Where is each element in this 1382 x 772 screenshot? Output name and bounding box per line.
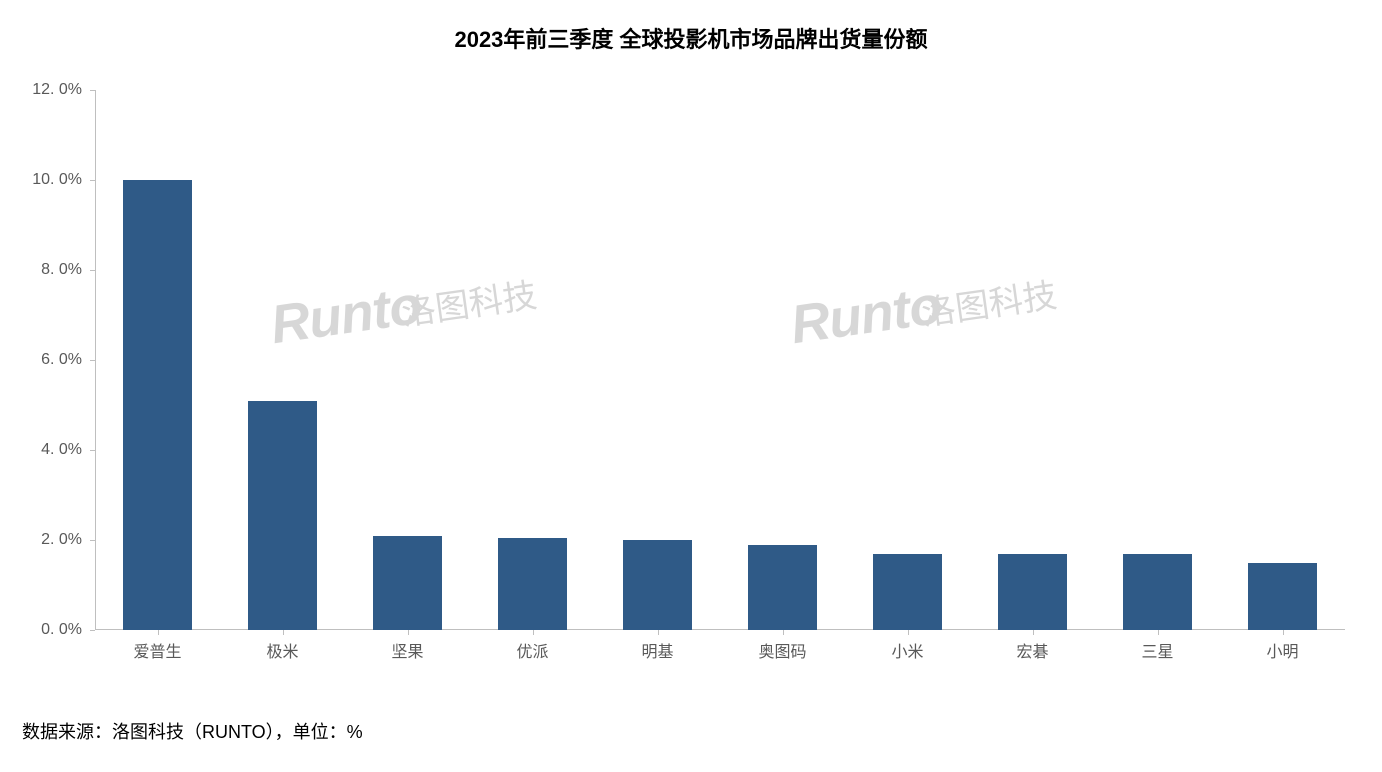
y-axis: 0. 0%2. 0%4. 0%6. 0%8. 0%10. 0%12. 0% [30, 90, 90, 630]
y-tick-label: 12. 0% [32, 81, 82, 99]
bars-group [95, 90, 1345, 630]
x-tick-label: 明基 [641, 638, 673, 662]
data-source-note: 数据来源：洛图科技（RUNTO），单位：% [22, 718, 363, 744]
y-tick-label: 4. 0% [41, 441, 82, 459]
x-tick-mark [408, 630, 409, 635]
x-tick-mark [158, 630, 159, 635]
x-tick-label: 爱普生 [133, 638, 181, 662]
y-tick-mark [90, 360, 95, 361]
x-tick-label: 优派 [516, 638, 548, 662]
bar [123, 180, 192, 630]
chart-title: 2023年前三季度 全球投影机市场品牌出货量份额 [0, 0, 1382, 54]
x-tick-label: 奥图码 [758, 638, 806, 662]
y-tick-mark [90, 90, 95, 91]
x-tick-mark [658, 630, 659, 635]
x-tick-label: 三星 [1141, 638, 1173, 662]
chart-container: 0. 0% 2. 0% 4. 0% 6. 0% 8. 0% 10. 0% 12. 0% 爱普… [30, 70, 1360, 670]
y-tick-label: 10. 0% [32, 171, 82, 189]
bar [873, 554, 942, 631]
bar [1248, 563, 1317, 631]
y-tick-mark [90, 270, 95, 271]
y-tick-label: 0. 0% [41, 621, 82, 639]
y-tick-mark [90, 630, 95, 631]
x-axis-labels: 爱普生 极米 坚果 优派 明基 奥图码 小米 宏碁 三星 小明 [95, 638, 1345, 668]
x-tick-label: 极米 [266, 638, 298, 662]
x-tick-label: 宏碁 [1016, 638, 1048, 662]
bar [998, 554, 1067, 631]
bar [248, 401, 317, 631]
x-tick-mark [1158, 630, 1159, 635]
x-tick-label: 小明 [1266, 638, 1298, 662]
y-tick-label: 8. 0% [41, 261, 82, 279]
bar [748, 545, 817, 631]
bar [373, 536, 442, 631]
x-tick-mark [783, 630, 784, 635]
x-tick-mark [283, 630, 284, 635]
plot-area [95, 90, 1345, 630]
bar [623, 540, 692, 630]
x-tick-label: 小米 [891, 638, 923, 662]
x-tick-mark [1033, 630, 1034, 635]
bar [498, 538, 567, 630]
y-tick-label: 2. 0% [41, 531, 82, 549]
x-tick-mark [908, 630, 909, 635]
y-tick-mark [90, 450, 95, 451]
y-tick-mark [90, 540, 95, 541]
x-tick-label: 坚果 [391, 638, 423, 662]
y-tick-mark [90, 180, 95, 181]
x-tick-mark [1283, 630, 1284, 635]
y-tick-label: 6. 0% [41, 351, 82, 369]
x-tick-mark [533, 630, 534, 635]
bar [1123, 554, 1192, 631]
